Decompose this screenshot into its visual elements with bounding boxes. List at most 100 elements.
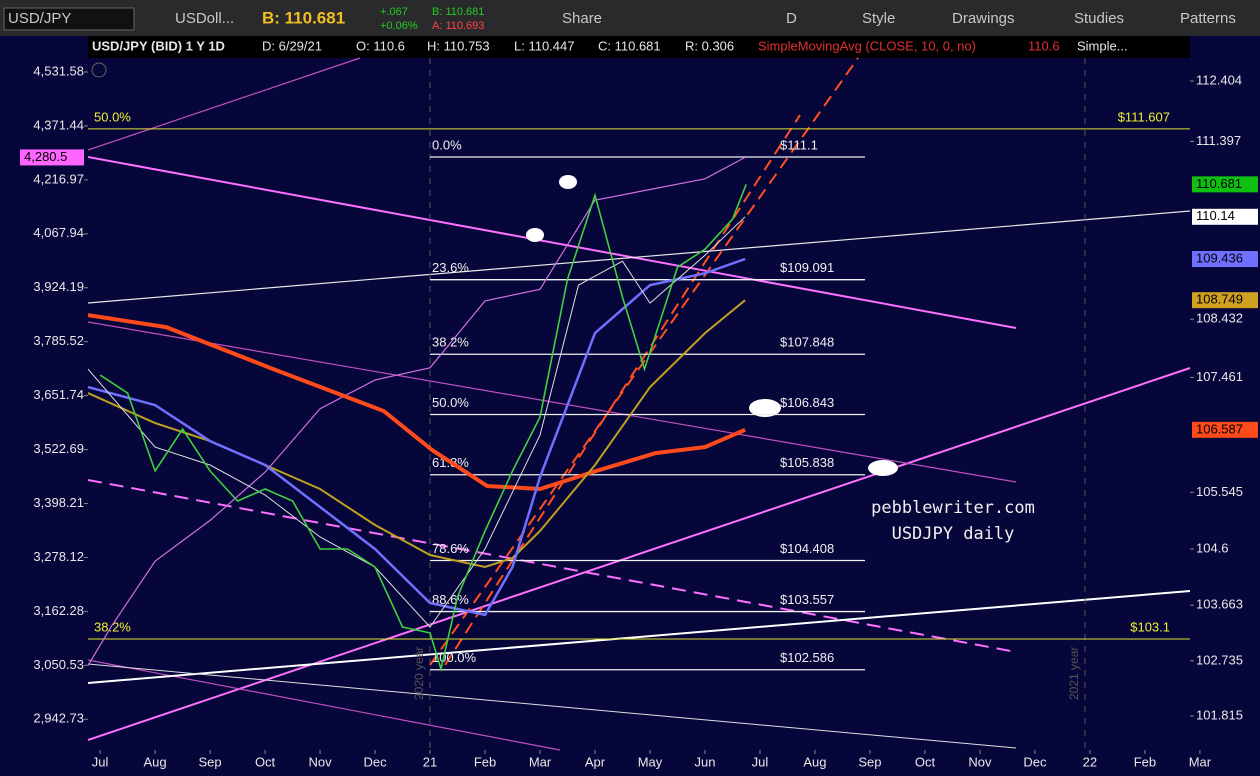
fib-label: $103.557 [780, 592, 834, 607]
x-tick-label: 22 [1083, 754, 1097, 769]
year-label: 2021 year [1067, 647, 1081, 700]
y2-tick-label: 3,398.21 [33, 495, 84, 510]
fib-label: $111.1 [780, 137, 818, 152]
fib-label: $105.838 [780, 455, 834, 470]
y-tick-label: 105.545 [1196, 484, 1243, 499]
x-tick-label: Jul [752, 754, 769, 769]
y2-tick-label: 4,371.44 [33, 117, 84, 132]
y2-tick-label: 3,162.28 [33, 603, 84, 618]
left-badge [20, 149, 84, 166]
y2-tick-label: 3,651.74 [33, 387, 84, 402]
header-item: R: 0.306 [685, 38, 734, 53]
header-item: 110.6 [1028, 38, 1060, 53]
x-tick-label: Mar [1189, 754, 1212, 769]
x-tick-label: Aug [803, 754, 826, 769]
x-tick-label: 21 [423, 754, 437, 769]
y2-tick-label: 3,785.52 [33, 333, 84, 348]
y2-tick-label: 4,531.58 [33, 63, 84, 78]
price-badge-label: 109.436 [1196, 250, 1243, 265]
series-line [87, 216, 746, 628]
symbol-box[interactable] [3, 7, 135, 31]
button[interactable]: Studies [1074, 10, 1124, 27]
header-item: O: 110.6 [356, 38, 405, 53]
x-tick-label: Jun [695, 754, 716, 769]
fib-label: $106.843 [780, 395, 834, 410]
button[interactable]: Drawings [952, 10, 1015, 27]
y2-tick-label: 3,278.12 [33, 549, 84, 564]
price-badge [1192, 251, 1258, 268]
annotation: pebblewriter.com [871, 498, 1035, 518]
level-name: 50.0% [94, 109, 131, 124]
header-bar [88, 36, 1190, 58]
x-tick-label: Nov [308, 754, 332, 769]
x-tick-label: Mar [529, 754, 552, 769]
header-item: D: 6/29/21 [262, 38, 322, 53]
level-name: 38.2% [94, 619, 131, 634]
header-item: C: 110.681 [598, 38, 661, 53]
x-tick-label: Sep [858, 754, 881, 769]
year-label: 2020 year [412, 647, 426, 700]
annotation: USDJPY daily [892, 524, 1015, 544]
symbol[interactable]: USD/JPY [8, 10, 71, 27]
y-tick-label: 111.397 [1196, 133, 1241, 148]
y2-tick-label: 3,050.53 [33, 657, 84, 672]
toolbar [0, 0, 1260, 36]
x-tick-label: Feb [1134, 754, 1156, 769]
y-tick-label: 103.663 [1196, 597, 1243, 612]
y-tick-label: 102.735 [1196, 652, 1243, 667]
y2-tick-label: 2,942.73 [33, 711, 84, 726]
fib-label: $109.091 [780, 260, 834, 275]
price-badge-label: 110.681 [1196, 176, 1242, 191]
series-line [99, 184, 747, 672]
x-tick-label: Feb [474, 754, 496, 769]
header-item: L: 110.447 [514, 38, 574, 53]
series-line [87, 313, 746, 492]
price-badge-label: 110.14 [1196, 208, 1235, 223]
fib-level: 50.0% [432, 395, 469, 410]
change: +.067 [380, 6, 408, 18]
x-tick-label: Apr [585, 754, 606, 769]
header-item: SimpleMovingAvg (CLOSE, 10, 0, no) [758, 38, 976, 53]
symbol2[interactable]: USDoll... [175, 10, 234, 27]
y2-tick-label: 4,067.94 [33, 225, 84, 240]
y-tick-label: 112.404 [1196, 72, 1242, 87]
button[interactable]: Patterns [1180, 10, 1236, 27]
fib-label: $102.586 [780, 650, 834, 665]
fib-level: 0.0% [432, 137, 462, 152]
price-badge-label: 106.587 [1196, 421, 1243, 436]
fib-label: $107.848 [780, 335, 834, 350]
x-tick-label: Jul [92, 754, 109, 769]
price-badge [1192, 208, 1258, 225]
y-tick-label: 107.461 [1196, 369, 1243, 384]
chart-title: USD/JPY (BID) 1 Y 1D [92, 38, 225, 53]
price-badge-label: 108.749 [1196, 292, 1243, 307]
x-tick-label: Dec [363, 754, 387, 769]
y2-tick-label: 3,924.19 [33, 279, 84, 294]
level-label: $111.607 [1118, 109, 1170, 124]
x-tick-label: Oct [915, 754, 936, 769]
x-tick-label: Sep [199, 754, 222, 769]
button[interactable]: D [786, 10, 797, 27]
price-badge [1192, 421, 1258, 438]
header-item: Simple... [1077, 38, 1128, 53]
fib-level: 88.6% [432, 592, 469, 607]
y-tick-label: 108.432 [1196, 311, 1243, 326]
series-line [87, 156, 746, 666]
ask: A: 110.693 [432, 20, 484, 32]
trend-lines [87, 57, 1191, 751]
plot-bg [0, 36, 1260, 776]
fib-level: 78.6% [432, 541, 469, 556]
x-tick-label: Aug [144, 754, 167, 769]
level-label: $103.1 [1130, 619, 1170, 634]
x-tick-label: Nov [968, 754, 992, 769]
price-badge [1192, 292, 1258, 309]
button[interactable]: Share [562, 10, 602, 27]
x-tick-label: May [638, 754, 663, 769]
button[interactable]: Style [862, 10, 895, 27]
y-tick-label: 101.815 [1196, 707, 1243, 722]
fib-level: 23.6% [432, 260, 469, 275]
x-tick-label: Oct [255, 754, 276, 769]
left-badge-label: 4,280.5 [24, 149, 67, 164]
bid2: B: 110.681 [432, 6, 484, 18]
